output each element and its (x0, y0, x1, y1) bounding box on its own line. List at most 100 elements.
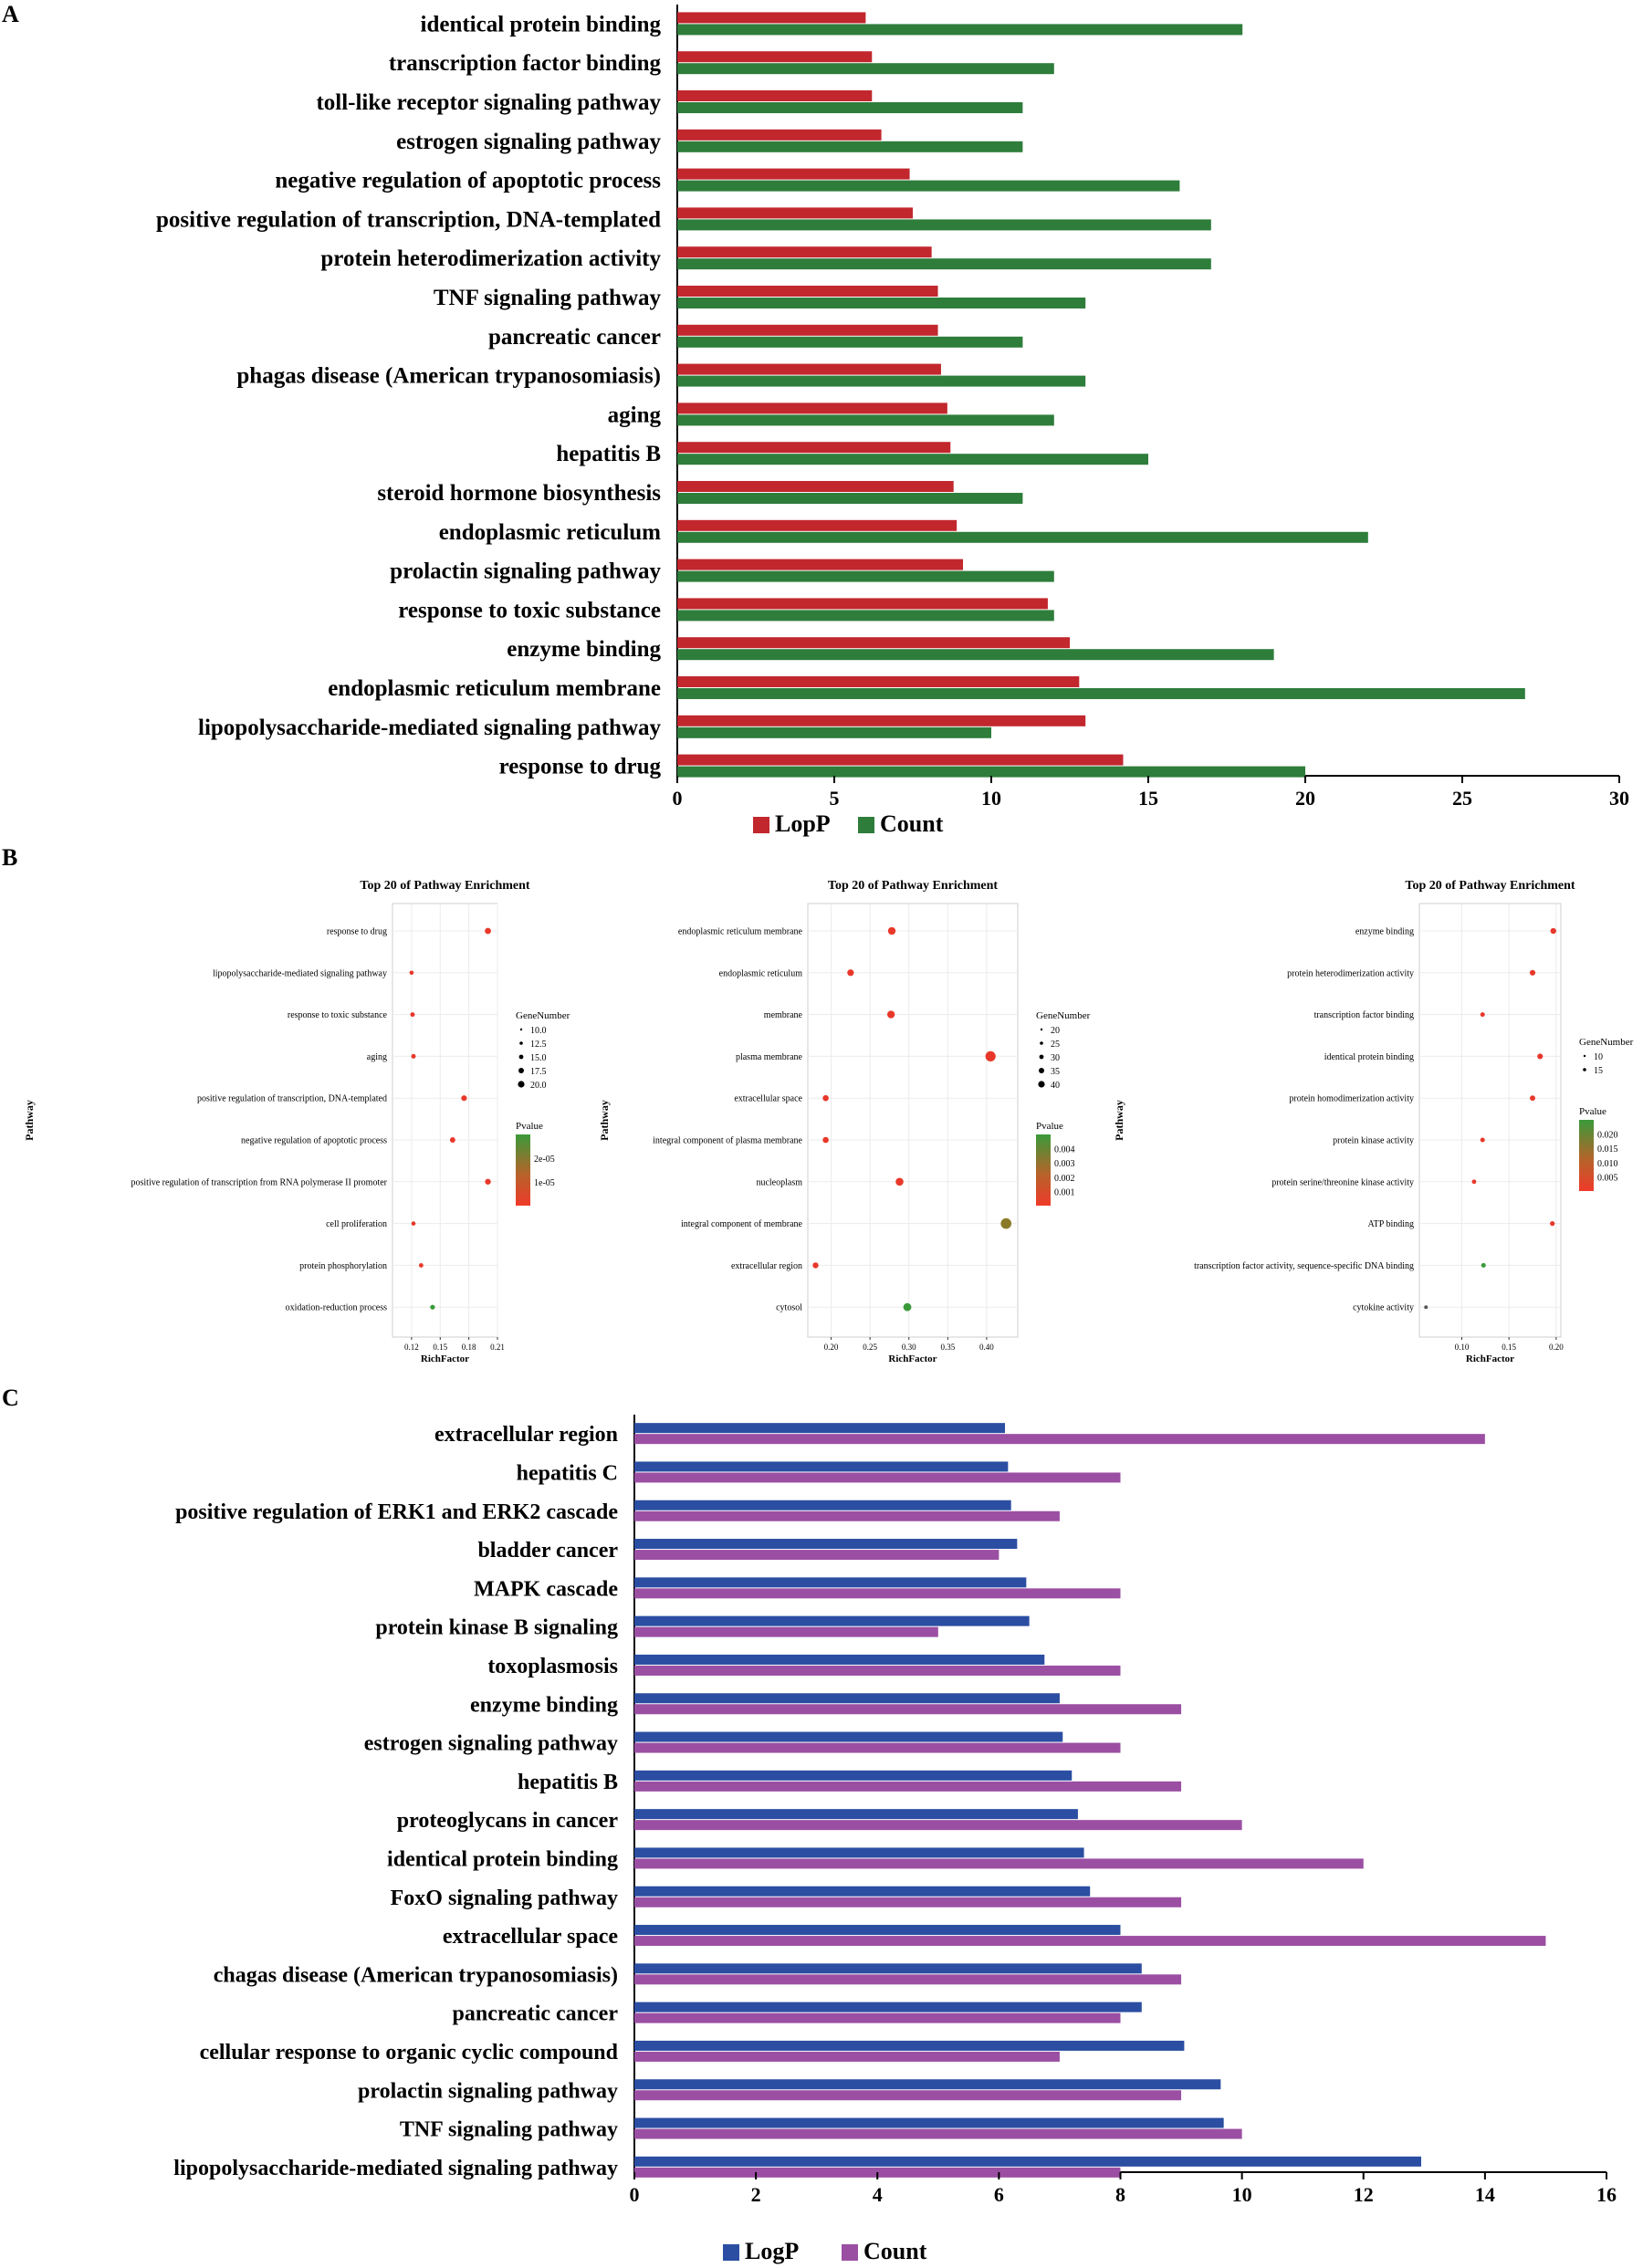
category-label: hepatitis C (517, 1461, 618, 1485)
bar-count (677, 375, 1086, 387)
enrichment-point (1529, 969, 1536, 976)
bar-lopp (677, 168, 910, 180)
category-label: steroid hormone biosynthesis (377, 481, 661, 506)
enrichment-point (449, 1137, 455, 1143)
legend-label-count: Count (863, 2238, 927, 2264)
bar-lopp (677, 363, 941, 375)
x-tick-label: 0 (673, 787, 683, 810)
enrichment-point (410, 1012, 415, 1018)
bar-count (634, 1434, 1485, 1445)
size-legend-dot (518, 1081, 525, 1088)
size-legend-dot (1039, 1068, 1044, 1073)
bar-count (634, 1588, 1121, 1599)
bar-logp (634, 1770, 1073, 1781)
y-axis-label: Pathway (1113, 1100, 1125, 1141)
bar-logp (634, 1615, 1030, 1626)
enrichment-point (418, 1262, 424, 1268)
size-legend-label: 30 (1051, 1053, 1060, 1063)
category-label: TNF signaling pathway (400, 2118, 618, 2142)
bar-logp (634, 2156, 1421, 2167)
legend-label-count: Count (880, 810, 944, 837)
bar-lopp (677, 637, 1070, 649)
x-tick-label: 2 (751, 2183, 761, 2206)
bar-count (634, 1974, 1182, 1985)
size-legend-title: GeneNumber (1036, 1010, 1091, 1021)
bar-count (677, 766, 1305, 778)
panel-a-bar-chart: identical protein binding transcription f… (156, 5, 1629, 837)
bar-lopp (677, 598, 1048, 610)
pathway-label: protein phosphorylation (299, 1261, 387, 1271)
category-label: pancreatic cancer (453, 2002, 619, 2026)
bar-count (677, 610, 1054, 622)
bar-count (677, 180, 1180, 192)
category-label: proteoglycans in cancer (397, 1809, 619, 1833)
plot-title: Top 20 of Pathway Enrichment (828, 879, 999, 893)
pathway-label: plasma membrane (736, 1052, 803, 1062)
color-legend-label: 0.004 (1054, 1145, 1075, 1155)
enrichment-point (411, 1053, 416, 1059)
x-tick-label: 0.21 (490, 1343, 505, 1352)
bar-count (634, 1858, 1364, 1869)
legend-label-logp: LogP (745, 2238, 799, 2264)
bar-count (634, 1897, 1182, 1907)
legend-swatch-count (858, 817, 874, 833)
pathway-label: nucleoplasm (756, 1177, 802, 1187)
enrichment-point (461, 1095, 467, 1102)
plot-title: Top 20 of Pathway Enrichment (360, 879, 530, 893)
panel-label-a: A (2, 1, 19, 27)
bar-count (677, 258, 1211, 270)
color-legend-label: 0.020 (1597, 1131, 1618, 1141)
x-tick-label: 0.20 (824, 1343, 839, 1352)
plot-title: Top 20 of Pathway Enrichment (1405, 879, 1575, 893)
enrichment-point (887, 926, 896, 935)
category-label: MAPK cascade (474, 1577, 618, 1601)
bar-count (634, 1472, 1121, 1483)
enrichment-point (1537, 1053, 1544, 1060)
enrichment-point (1480, 1137, 1485, 1143)
category-label: estrogen signaling pathway (396, 130, 661, 154)
category-label: pancreatic cancer (488, 325, 661, 350)
bar-logp (634, 1539, 1018, 1550)
enrichment-point (1530, 1095, 1535, 1102)
x-tick-label: 0.30 (902, 1343, 916, 1352)
pathway-label: membrane (764, 1010, 803, 1020)
size-legend-label: 17.5 (530, 1067, 547, 1077)
bar-lopp (677, 246, 932, 258)
category-label: extracellular space (443, 1925, 619, 1949)
bar-lopp (677, 442, 951, 454)
category-label: enzyme binding (507, 637, 661, 662)
category-label: transcription factor binding (389, 51, 662, 76)
enrichment-point (485, 927, 491, 935)
pathway-label: extracellular region (731, 1261, 802, 1271)
bar-lopp (677, 754, 1124, 766)
category-label: endoplasmic reticulum membrane (328, 676, 661, 701)
pathway-label: protein serine/threonine kinase activity (1271, 1177, 1414, 1187)
bar-count (634, 1742, 1121, 1753)
bar-count (677, 102, 1023, 113)
x-tick-label: 0.40 (979, 1343, 994, 1352)
size-legend-label: 20.0 (530, 1081, 547, 1091)
x-tick-label: 16 (1596, 2183, 1617, 2206)
size-legend-label: 40 (1051, 1081, 1060, 1091)
bar-count (677, 336, 1023, 348)
x-tick-label: 0.18 (462, 1343, 476, 1352)
x-tick-label: 8 (1115, 2183, 1125, 2206)
plot-panel (1418, 903, 1562, 1338)
enrichment-point (1471, 1179, 1477, 1185)
enrichment-point (411, 1221, 416, 1226)
bar-lopp (677, 12, 866, 24)
pathway-label: endoplasmic reticulum (719, 968, 803, 978)
x-tick-label: 0.35 (940, 1343, 955, 1352)
size-legend-title: GeneNumber (516, 1010, 570, 1021)
size-legend-label: 12.5 (530, 1040, 547, 1050)
bar-lopp (677, 324, 938, 336)
enrichment-point (886, 1010, 895, 1019)
pathway-label: integral component of plasma membrane (653, 1136, 802, 1146)
pathway-label: endoplasmic reticulum membrane (678, 927, 803, 937)
category-label: toxoplasmosis (487, 1655, 618, 1678)
pathway-label: aging (367, 1052, 387, 1062)
pathway-label: positive regulation of transcription, DN… (197, 1094, 387, 1104)
x-axis-label: RichFactor (1466, 1353, 1514, 1364)
x-tick-label: 25 (1452, 787, 1472, 810)
category-label: negative regulation of apoptotic process (275, 169, 661, 193)
